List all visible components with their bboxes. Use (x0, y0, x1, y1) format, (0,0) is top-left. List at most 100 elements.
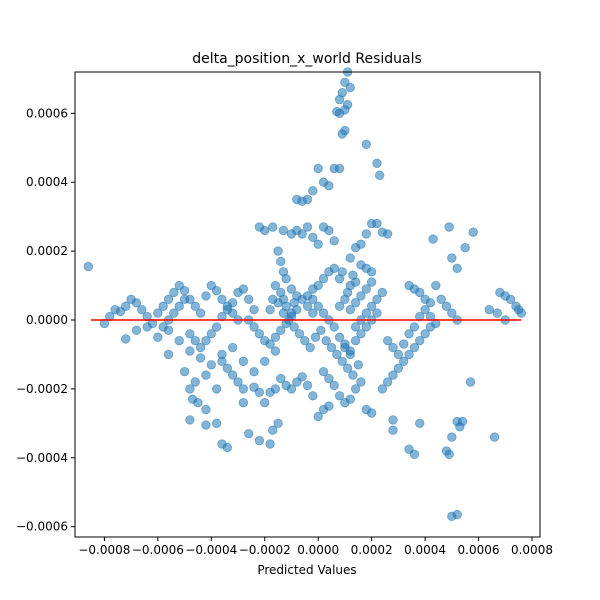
scatter-point (121, 301, 131, 311)
scatter-point (345, 253, 355, 263)
scatter-point (195, 308, 206, 318)
scatter-point (99, 318, 110, 329)
scatter-point (222, 442, 233, 453)
scatter-point (310, 332, 321, 342)
scatter-point (420, 304, 430, 315)
scatter-point (308, 186, 318, 196)
x-axis-ticks: −0.0008 −0.0006 −0.0004 −0.0002 0.0000 0.0002… (78, 537, 553, 557)
scatter-point (393, 349, 404, 360)
scatter-point (305, 342, 315, 353)
scatter-point (457, 416, 468, 427)
scatter-point (334, 163, 345, 174)
scatter-point (292, 304, 302, 315)
scatter-point (348, 370, 358, 380)
scatter-point (286, 311, 297, 322)
scatter-point (366, 267, 377, 277)
scatter-point (324, 401, 334, 411)
y-tick-label: 0.0000 (26, 313, 68, 327)
scatter-point (249, 304, 259, 315)
scatter-point (158, 301, 168, 311)
scatter-point (377, 384, 388, 394)
scatter-point (227, 370, 238, 380)
scatter-point (447, 432, 457, 442)
scatter-point (201, 420, 211, 430)
scatter-point (233, 377, 243, 387)
scatter-point (340, 294, 350, 305)
scatter-point (444, 449, 454, 460)
scatter-point (372, 308, 382, 318)
scatter-point (190, 335, 200, 346)
scatter-point (227, 308, 238, 318)
scatter-point (382, 335, 393, 346)
scatter-point (281, 273, 291, 284)
scatter-point (179, 366, 190, 377)
scatter-point (460, 242, 470, 253)
scatter-point (217, 356, 227, 367)
scatter-point (105, 311, 115, 322)
scatter-point (468, 227, 478, 237)
scatter-point (447, 253, 457, 263)
scatter-point (273, 418, 283, 429)
scatter-point (276, 373, 286, 384)
x-axis-title: Predicted Values (257, 563, 356, 577)
scatter-point (238, 356, 249, 367)
scatter-point (356, 377, 366, 387)
scatter-point (350, 384, 361, 394)
scatter-point (211, 384, 222, 394)
scatter-point (329, 380, 339, 391)
scatter-point (316, 325, 326, 336)
scatter-point (300, 335, 310, 346)
scatter-point (431, 280, 441, 291)
scatter-point (142, 311, 152, 322)
scatter-point (211, 322, 222, 332)
scatter-point (268, 222, 278, 232)
scatter-point (289, 322, 299, 332)
scatter-point (217, 294, 227, 305)
x-tick-label: 0.0004 (404, 543, 446, 557)
x-tick-label: −0.0006 (132, 543, 184, 557)
scatter-point (318, 273, 329, 284)
y-tick-label: 0.0002 (26, 244, 68, 258)
scatter-point (185, 329, 195, 339)
scatter-point (211, 286, 222, 296)
scatter-point (372, 218, 382, 229)
scatter-point (388, 342, 398, 353)
scatter-point (206, 360, 216, 370)
scatter-point (318, 366, 329, 377)
scatter-point (254, 329, 265, 339)
scatter-point (313, 239, 323, 249)
scatter-point (265, 439, 275, 449)
scatter-point (260, 397, 270, 408)
scatter-point (163, 294, 174, 305)
scatter-point (332, 349, 342, 360)
scatter-point (265, 304, 275, 315)
scatter-point (342, 100, 353, 110)
x-tick-label: 0.0000 (297, 543, 339, 557)
scatter-point (153, 332, 163, 342)
scatter-point (206, 329, 216, 339)
scatter-point (415, 311, 425, 322)
scatter-point (409, 342, 420, 353)
scatter-point (425, 298, 436, 308)
scatter-point (388, 425, 398, 435)
scatter-point (345, 304, 355, 315)
scatter-point (308, 284, 318, 294)
scatter-point (297, 229, 307, 239)
scatter-point (195, 353, 206, 363)
y-tick-label: 0.0004 (26, 175, 68, 189)
scatter-point (174, 301, 184, 311)
scatter-point (332, 106, 342, 117)
scatter-point (238, 384, 249, 394)
scatter-point (334, 301, 345, 311)
scatter-point (484, 304, 494, 315)
x-tick-label: −0.0008 (78, 543, 130, 557)
x-tick-label: 0.0006 (458, 543, 500, 557)
scatter-point (441, 301, 452, 311)
scatter-point (337, 356, 347, 367)
scatter-point (308, 294, 318, 305)
scatter-point (372, 158, 382, 168)
scatter-point (273, 246, 283, 256)
y-axis-ticks: −0.0006 −0.0004 −0.0002 0.0000 0.0002 0.0004 0… (16, 106, 75, 534)
scatter-point (153, 308, 163, 318)
